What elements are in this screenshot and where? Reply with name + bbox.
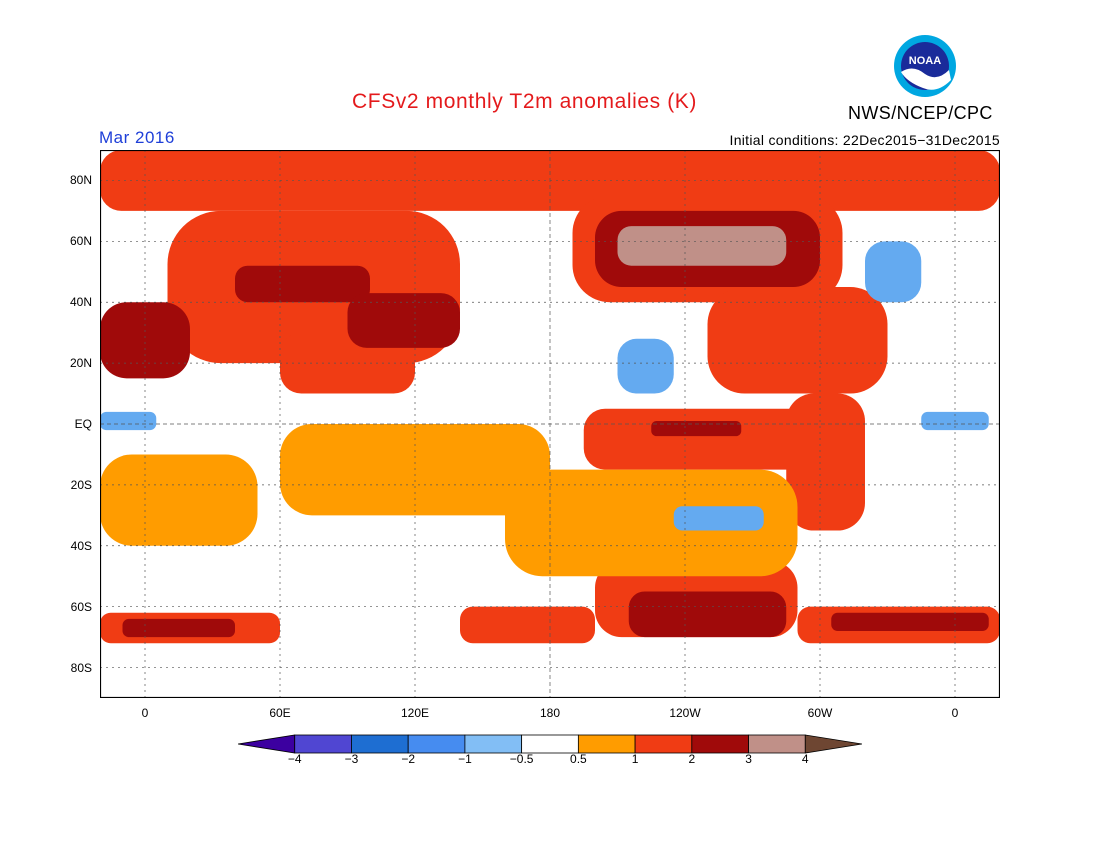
colorbar-segment — [294, 734, 352, 754]
region-cell — [617, 338, 674, 394]
lon-label: 0 — [141, 706, 149, 720]
colorbar-arrow-high — [804, 734, 862, 754]
colorbar-segment — [691, 734, 749, 754]
lat-label: EQ — [74, 417, 92, 431]
colorbar-segment — [577, 734, 636, 754]
region-sahara-hot — [100, 302, 190, 379]
colorbar-label: 2 — [688, 752, 696, 766]
anomaly-map — [100, 150, 1000, 698]
region-siberia-hot — [235, 265, 460, 348]
colorbar-segment — [634, 734, 693, 754]
colorbar-label: 0.5 — [570, 752, 587, 766]
lat-label: 60S — [70, 599, 92, 614]
region-cell — [673, 506, 764, 531]
colorbar-label: 1 — [631, 752, 639, 766]
colorbar-label: −1 — [458, 752, 472, 766]
noaa-logo-icon: NOAA — [894, 35, 956, 97]
region-pacific-cool — [617, 241, 922, 531]
region-cell — [100, 302, 190, 379]
region-cell — [100, 411, 157, 431]
region-cell — [460, 606, 595, 644]
initial-conditions: Initial conditions: 22Dec2015−31Dec2015 — [729, 132, 1000, 148]
region-cell — [100, 454, 258, 546]
colorbar-label: −4 — [287, 752, 302, 766]
region-southern-ocean-hot — [122, 591, 989, 638]
colorbar-label: −3 — [344, 752, 359, 766]
lon-label: 180 — [539, 706, 561, 720]
lat-label: 20S — [70, 477, 92, 492]
colorbar-label: −2 — [401, 752, 416, 766]
lat-label: 40N — [69, 295, 92, 310]
region-cell — [865, 241, 922, 303]
region-cell — [505, 469, 798, 577]
colorbar-segment — [748, 734, 806, 754]
agency-label: NWS/NCEP/CPC — [848, 103, 993, 123]
region-cell — [651, 420, 742, 437]
region-south-america-warm — [786, 393, 865, 531]
region-cell — [235, 265, 370, 303]
colorbar-arrow-low — [238, 734, 296, 754]
region-cell — [786, 393, 865, 531]
lat-label: 80N — [69, 173, 92, 188]
region-cell — [122, 618, 235, 638]
region-cell — [707, 287, 888, 394]
lat-label: 60N — [69, 234, 92, 249]
region-cell — [617, 226, 787, 266]
colorbar-segment — [464, 734, 523, 754]
colorbar — [238, 734, 862, 754]
region-canada-extreme — [617, 226, 787, 266]
lon-label: 0 — [951, 706, 959, 720]
lon-label: 60W — [807, 706, 833, 720]
chart-title: CFSv2 monthly T2m anomalies (K) — [352, 90, 697, 113]
region-pacific-warm — [583, 408, 832, 470]
lon-label: 120W — [669, 706, 701, 720]
lat-label: 80S — [70, 660, 92, 675]
region-cell — [628, 591, 787, 638]
map-frame — [100, 150, 1000, 698]
lon-label: 60E — [269, 706, 291, 720]
colorbar-segment — [351, 734, 409, 754]
logo-text: NOAA — [909, 55, 941, 67]
lon-label: 120E — [400, 706, 430, 720]
region-cell — [347, 293, 460, 348]
colorbar-label: −0.5 — [509, 752, 534, 766]
region-equatorial-pacific-hot — [651, 420, 742, 437]
region-cell — [583, 408, 832, 470]
colorbar-label: 3 — [745, 752, 752, 766]
lat-label: 20N — [69, 356, 92, 371]
colorbar-segment — [521, 734, 579, 754]
lat-label: 40S — [70, 538, 92, 553]
colorbar-label: 4 — [801, 752, 809, 766]
region-cell — [831, 612, 989, 632]
colorbar-segment — [407, 734, 466, 754]
forecast-month: Mar 2016 — [99, 128, 175, 147]
